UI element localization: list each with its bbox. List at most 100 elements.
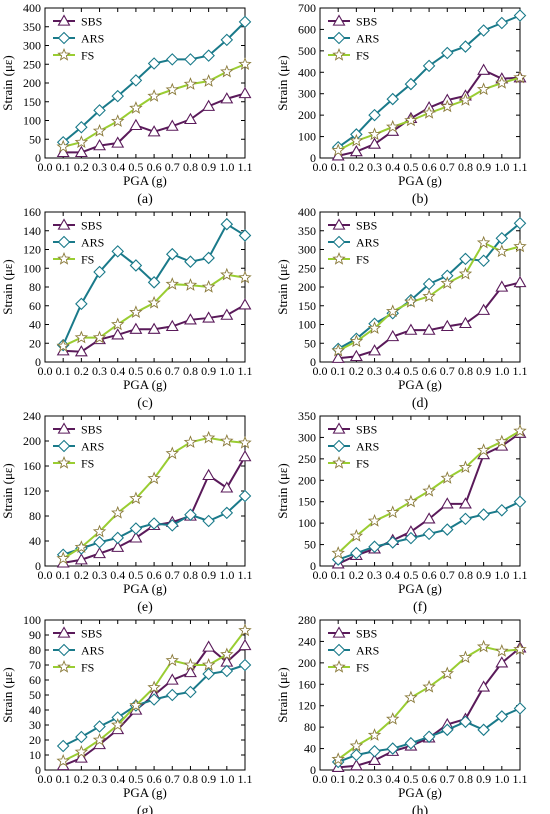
data-point [202,514,215,528]
panel-label: (c) [137,396,153,411]
x-axis-label: PGA (g) [123,785,167,800]
x-tick-label: 1.1 [513,160,528,174]
data-point [184,112,197,125]
data-point [368,137,381,149]
legend-label: FS [356,661,369,675]
data-point [129,531,143,543]
y-axis-label: Strain (με) [275,55,290,110]
y-tick-label: 120 [23,484,41,498]
y-tick-label: 0 [35,763,41,777]
data-point [201,430,216,444]
data-point [111,89,125,103]
data-point [331,343,345,357]
data-point [386,712,400,725]
data-point [165,653,179,667]
legend-label: SBS [356,423,377,437]
data-point [93,720,106,733]
data-point [202,311,216,323]
data-point [495,280,509,292]
x-tick-label: 0.9 [476,160,491,174]
data-point [111,328,125,340]
data-point [111,531,125,545]
y-tick-label: 0 [35,151,41,165]
data-point [92,330,107,344]
legend: SBS ARS FS [328,14,379,63]
y-axis-label: Strain (με) [0,55,15,110]
legend-marker [57,455,71,469]
data-point [422,59,436,73]
data-point [165,446,179,460]
data-point [367,513,382,527]
legend-label: ARS [81,236,104,250]
x-tick-label: 1.0 [494,160,509,174]
data-point [404,736,418,750]
x-tick-label: 0.2 [349,160,364,174]
data-point [459,316,472,329]
x-tick-label: 0.4 [110,364,125,378]
data-point [368,540,381,553]
x-tick-label: 0.0 [38,772,53,786]
data-point [92,524,107,538]
y-tick-label: 0 [35,355,41,369]
data-point [111,136,125,148]
data-point [147,471,161,485]
x-tick-label: 0.5 [403,772,418,786]
data-point [513,423,527,437]
data-point [220,481,234,493]
data-point [75,120,88,134]
series-fs [56,430,252,565]
legend-label: FS [356,253,369,267]
legend-label: SBS [81,15,102,29]
data-point [165,53,179,66]
x-tick-label: 1.1 [513,364,528,378]
x-axis-label: PGA (g) [123,377,167,392]
data-point [56,739,70,753]
y-tick-label: 90 [29,628,41,642]
legend-label: FS [81,457,94,471]
legend: SBS ARS FS [328,218,379,267]
data-point [220,64,234,78]
x-tick-label: 0.5 [128,772,143,786]
data-point [74,553,88,565]
series-ars [56,217,252,352]
legend-marker [332,47,346,61]
data-point [458,460,473,474]
data-point [74,744,89,758]
y-tick-label: 200 [298,280,316,294]
y-axis-label: Strain (με) [0,259,15,314]
legend-marker [332,14,346,26]
data-point [202,667,215,681]
data-point [477,303,491,315]
y-tick-label: 200 [23,76,41,90]
data-point [367,321,382,334]
panel-label: (h) [412,804,429,814]
legend-label: SBS [81,423,102,437]
data-point [386,304,400,318]
data-point [74,330,89,344]
data-point [111,245,125,258]
x-tick-label: 0.3 [92,160,107,174]
x-tick-label: 0.3 [367,160,382,174]
legend: SBS ARS FS [53,626,104,675]
y-tick-label: 200 [298,656,316,670]
data-point [129,522,143,535]
data-point [111,717,125,731]
x-tick-label: 0.5 [403,160,418,174]
data-point [147,295,161,309]
data-point [129,322,143,334]
x-tick-label: 0.1 [56,160,71,174]
y-tick-label: 0 [35,559,41,573]
y-tick-label: 400 [298,205,316,219]
y-tick-label: 60 [29,673,41,687]
data-point [349,133,364,147]
y-tick-label: 160 [23,205,41,219]
data-point [404,323,418,335]
data-point [165,688,179,702]
y-tick-label: 50 [304,538,316,552]
x-tick-label: 0.7 [440,568,455,582]
legend-marker [57,659,71,673]
data-point [56,139,70,153]
legend-label: ARS [356,236,379,250]
